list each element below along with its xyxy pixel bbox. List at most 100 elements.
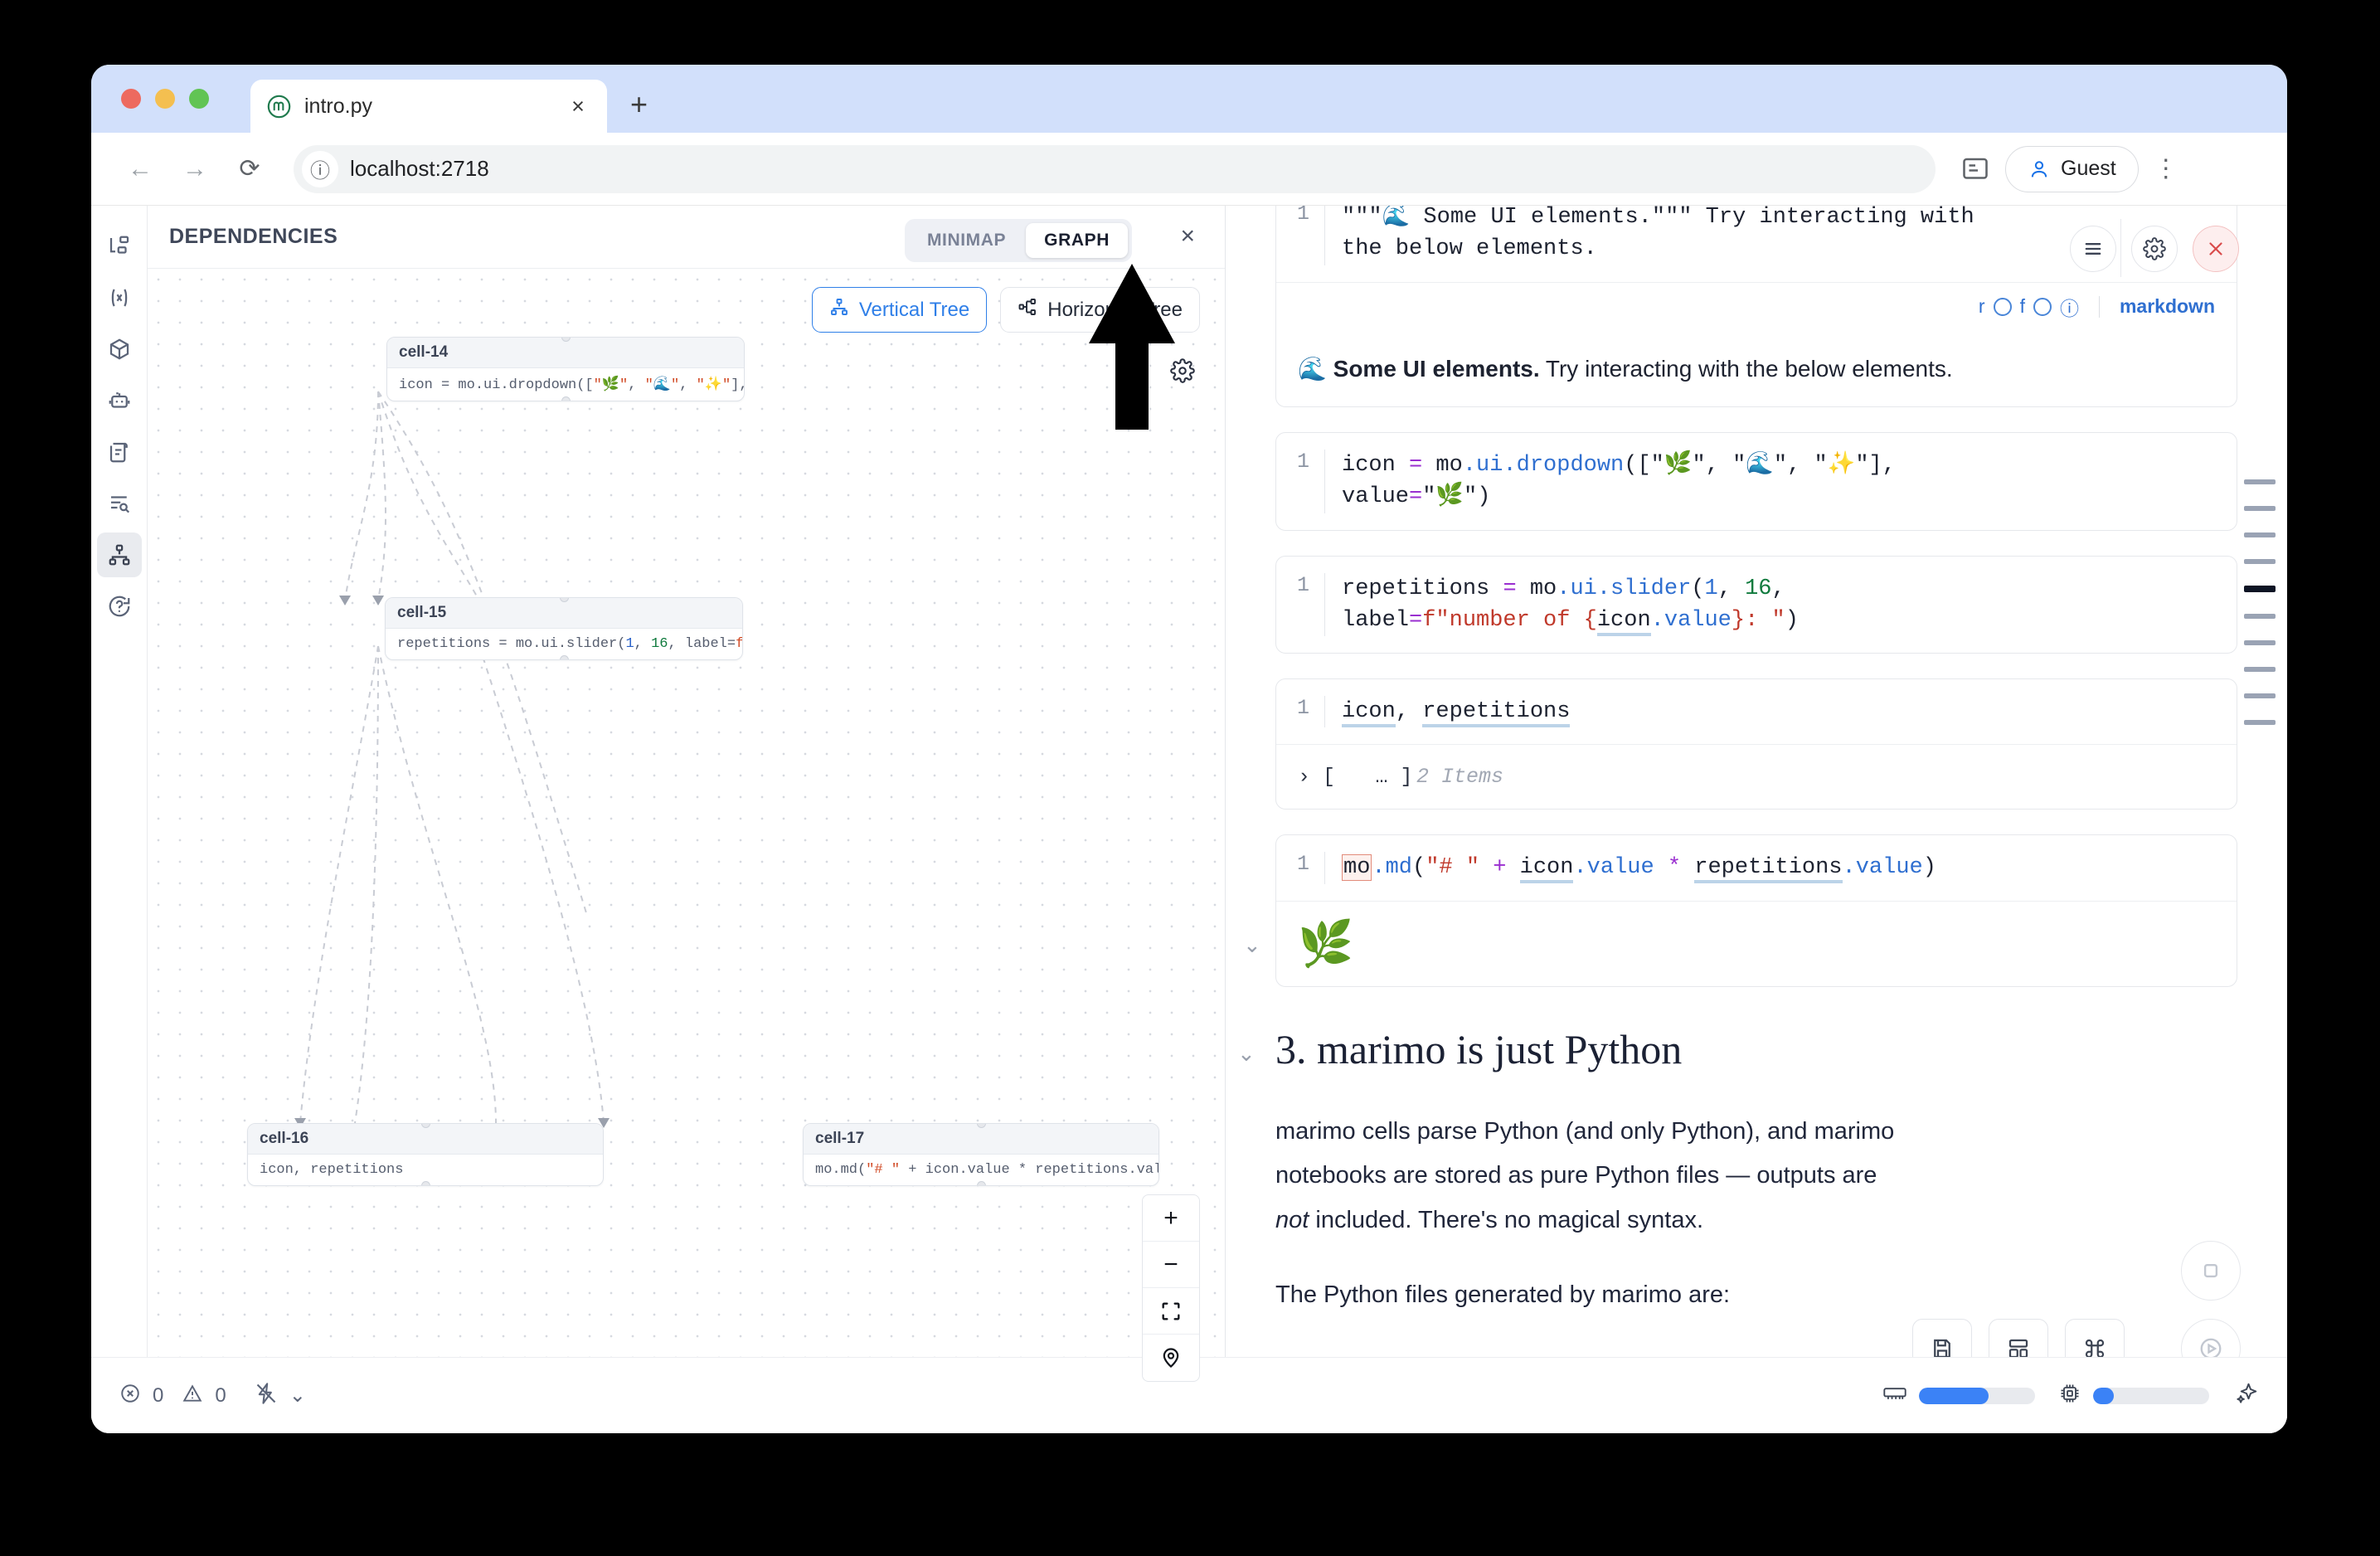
address-bar[interactable]: ⓘ localhost:2718 <box>294 144 1936 193</box>
notebook-cell-code[interactable]: 1 icon = mo.ui.dropdown(["🌿", "🌊", "✨"],… <box>1275 431 2237 531</box>
notebook-scroll[interactable]: 1 """🌊 Some UI elements.""" Try interact… <box>1226 206 2287 1433</box>
collapse-output-chevron[interactable]: ⌄ <box>1243 931 1261 957</box>
output-expander[interactable]: › [ <box>1298 765 1336 790</box>
ai-assistant-icon[interactable] <box>97 378 142 423</box>
locate-button[interactable] <box>1143 1335 1199 1381</box>
line-number: 1 <box>1296 449 1309 474</box>
horizontal-tree-button[interactable]: Horizontal Tree <box>1000 287 1200 333</box>
code-text[interactable]: """🌊 Some UI elements.""" Try interactin… <box>1324 206 2218 265</box>
markdown-output: 🌊 Some UI elements. Try interacting with… <box>1276 331 2237 406</box>
code-text[interactable]: repetitions = mo.ui.slider(1, 16, label=… <box>1324 572 2218 637</box>
cell-source[interactable]: 1 mo.md("# " + icon.value * repetitions.… <box>1276 835 2237 900</box>
line-number: 1 <box>1296 206 1309 226</box>
vertical-tree-button[interactable]: Vertical Tree <box>811 287 988 333</box>
cell-mark[interactable] <box>2244 559 2276 564</box>
node-title: cell-16 <box>248 1124 603 1155</box>
help-icon[interactable] <box>97 584 142 629</box>
site-info-icon[interactable]: ⓘ <box>302 150 338 187</box>
cell-source[interactable]: 1 icon = mo.ui.dropdown(["🌿", "🌊", "✨"],… <box>1276 433 2237 530</box>
node-port-bottom <box>559 655 569 659</box>
node-port-bottom <box>976 1181 986 1185</box>
forward-button[interactable]: → <box>182 154 207 182</box>
zoom-in-button[interactable]: + <box>1143 1195 1199 1242</box>
packages-icon[interactable] <box>97 327 142 372</box>
cell-output: › [ … ] 2 Items <box>1276 744 2237 809</box>
cell-language-label[interactable]: markdown <box>2119 295 2215 318</box>
code-text[interactable]: icon = mo.ui.dropdown(["🌿", "🌊", "✨"], v… <box>1324 449 2218 513</box>
section-paragraph: marimo cells parse Python (and only Pyth… <box>1275 1117 1895 1234</box>
cell-mark[interactable] <box>2244 667 2276 672</box>
minimize-window-button[interactable] <box>155 89 175 109</box>
dependency-graph-icon[interactable] <box>96 532 142 577</box>
node-port-top <box>420 1124 430 1128</box>
graph-node[interactable]: cell-16 icon, repetitions <box>247 1123 604 1186</box>
zoom-out-button[interactable]: − <box>1143 1242 1199 1288</box>
horizontal-tree-label: Horizontal Tree <box>1047 298 1183 321</box>
vertical-tree-icon <box>829 297 849 323</box>
close-window-button[interactable] <box>121 89 141 109</box>
cell-mark[interactable] <box>2244 693 2276 698</box>
runtime-mode-selector[interactable]: ⌄ <box>255 1382 306 1409</box>
tab-close-icon[interactable]: × <box>571 93 585 119</box>
graph-canvas[interactable]: Vertical Tree Horizontal Tree <box>148 269 1225 1433</box>
search-icon[interactable] <box>97 481 142 526</box>
node-code: repetitions = mo.ui.slider(1, 16, label=… <box>397 636 742 652</box>
notebook-cell-code[interactable]: 1 repetitions = mo.ui.slider(1, 16, labe… <box>1275 555 2237 654</box>
browser-tab[interactable]: intro.py × <box>250 80 607 133</box>
cell-mark[interactable] <box>2244 479 2276 484</box>
cell-tools-divider <box>2120 219 2121 277</box>
dependencies-header: DEPENDENCIES MINIMAP GRAPH × <box>148 206 1225 269</box>
graph-node[interactable]: cell-14 icon = mo.ui.dropdown(["🌿", "🌊",… <box>386 337 745 401</box>
graph-node[interactable]: cell-17 mo.md("# " + icon.value * repeti… <box>803 1123 1159 1186</box>
stop-button[interactable] <box>2181 1241 2241 1301</box>
graph-settings-icon[interactable] <box>1170 358 1195 387</box>
cell-mark-current[interactable] <box>2244 586 2276 592</box>
window-controls <box>121 89 209 109</box>
ai-sparkle-button[interactable] <box>2234 1381 2259 1410</box>
notebook-pane: 1 """🌊 Some UI elements.""" Try interact… <box>1226 206 2287 1433</box>
cell-mark[interactable] <box>2244 532 2276 537</box>
profile-label: Guest <box>2061 157 2116 180</box>
cell-source[interactable]: 1 icon, repetitions <box>1276 679 2237 744</box>
section-heading: ⌄ 3. marimo is just Python <box>1237 1025 2237 1073</box>
minimap-tab[interactable]: MINIMAP <box>926 231 1007 250</box>
vertical-tree-label: Vertical Tree <box>858 298 970 321</box>
graph-tab[interactable]: GRAPH <box>1026 223 1128 258</box>
reload-button[interactable]: ⟳ <box>239 155 260 182</box>
horizontal-tree-icon <box>1018 297 1037 323</box>
close-panel-icon[interactable]: × <box>1180 222 1195 250</box>
profile-button[interactable]: Guest <box>2005 145 2139 192</box>
cell-source[interactable]: 1 repetitions = mo.ui.slider(1, 16, labe… <box>1276 557 2237 654</box>
panel-title: DEPENDENCIES <box>169 225 338 248</box>
cell-settings-icon[interactable] <box>2131 226 2178 272</box>
cell-mark[interactable] <box>2244 614 2276 619</box>
fit-view-button[interactable] <box>1143 1288 1199 1335</box>
browser-menu-button[interactable]: ⋮ <box>2153 155 2178 182</box>
section-paragraph: The Python files generated by marimo are… <box>1275 1281 1731 1308</box>
cell-info-icon[interactable]: ⓘ <box>2059 297 2079 319</box>
file-explorer-icon[interactable] <box>97 224 142 269</box>
back-button[interactable]: ← <box>128 154 153 182</box>
cell-menu-icon[interactable] <box>2070 226 2116 272</box>
url-text: localhost:2718 <box>350 156 489 181</box>
cell-mark[interactable] <box>2244 640 2276 645</box>
warning-status[interactable]: 0 <box>182 1383 226 1408</box>
code-text[interactable]: icon, repetitions <box>1324 696 2218 728</box>
cell-delete-icon[interactable] <box>2193 226 2239 272</box>
new-tab-button[interactable]: + <box>630 87 648 121</box>
notebook-cell-code[interactable]: 1 icon, repetitions › [ … ] 2 Items <box>1275 678 2237 810</box>
section-collapse-chevron[interactable]: ⌄ <box>1237 1041 1256 1066</box>
graph-node[interactable]: cell-15 repetitions = mo.ui.slider(1, 16… <box>385 597 743 660</box>
maximize-window-button[interactable] <box>189 89 209 109</box>
variables-icon[interactable] <box>97 275 142 320</box>
code-text[interactable]: mo.md("# " + icon.value * repetitions.va… <box>1324 852 2218 884</box>
cell-mark[interactable] <box>2244 506 2276 511</box>
lazy-mode-chevron: ⌄ <box>289 1384 306 1407</box>
reading-mode-icon[interactable] <box>1960 154 1990 184</box>
notebook-cell-code[interactable]: 1 mo.md("# " + icon.value * repetitions.… <box>1243 834 2237 987</box>
error-status[interactable]: 0 <box>119 1383 163 1408</box>
cell-source[interactable]: 1 """🌊 Some UI elements.""" Try interact… <box>1276 206 2237 282</box>
cell-mark[interactable] <box>2244 720 2276 725</box>
variable-ref: icon <box>1519 855 1574 884</box>
scratchpad-icon[interactable] <box>97 430 142 474</box>
